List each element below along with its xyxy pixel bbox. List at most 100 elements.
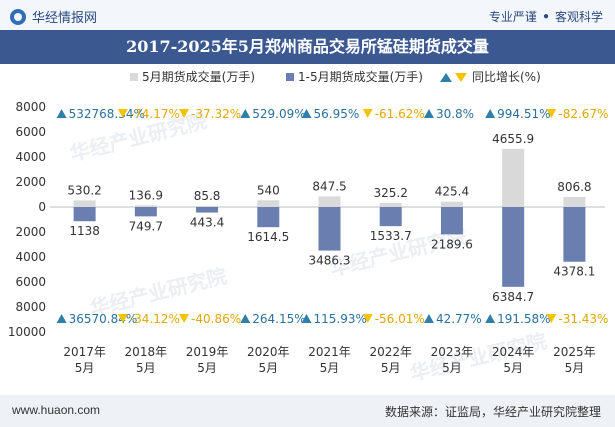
legend-label-growth: 同比增长(%) <box>472 70 541 84</box>
data-label-cumulative: 1533.7 <box>370 229 412 243</box>
growth-up-icon <box>56 109 67 118</box>
bar-month <box>502 148 525 207</box>
data-label-month: 530.2 <box>67 183 101 197</box>
brand-icon <box>10 8 26 25</box>
growth-down-icon <box>362 109 373 118</box>
y-tick-label: 0 <box>38 200 46 214</box>
data-label-month: 136.9 <box>129 188 163 202</box>
legend-label-month: 5月期货成交量(万手) <box>142 69 255 84</box>
growth-up-icon <box>485 314 496 323</box>
growth-up-icon <box>485 109 496 118</box>
x-tick-label: 2022年 5月 <box>369 345 412 375</box>
growth-label-month: 994.51% <box>497 107 550 121</box>
data-label-cumulative: 3486.3 <box>309 254 351 268</box>
growth-down-icon <box>179 109 190 118</box>
growth-label-month: 529.09% <box>252 107 305 121</box>
tag-objective: 客观科学 <box>554 10 603 24</box>
data-label-cumulative: 443.4 <box>190 216 224 230</box>
growth-down-icon <box>546 109 557 118</box>
x-tick-label: 2021年 5月 <box>308 345 351 375</box>
bar-cumulative <box>379 207 402 227</box>
x-tick-label: 2025年 5月 <box>553 345 596 375</box>
bar-cumulative <box>563 207 586 262</box>
y-tick-label: 2000 <box>15 175 46 189</box>
footer-source: 数据来源：证监局，华经产业研究院整理 <box>384 405 601 419</box>
legend-triangle-down-icon <box>455 73 467 82</box>
bar-month <box>563 196 586 207</box>
y-tick-label: 4000 <box>15 150 46 164</box>
data-label-month: 325.2 <box>374 186 408 200</box>
data-label-month: 85.8 <box>194 189 221 203</box>
growth-up-icon <box>301 314 312 323</box>
growth-down-icon <box>117 109 128 118</box>
bar-cumulative <box>440 207 463 235</box>
growth-up-icon <box>423 314 434 323</box>
y-tick-label: 10000 <box>8 325 46 339</box>
bar-cumulative <box>257 207 280 228</box>
tag-professional: 专业严谨 <box>488 10 537 24</box>
growth-up-icon <box>240 314 251 323</box>
separator-dot-icon: ● <box>542 11 549 22</box>
bar-cumulative <box>196 207 219 213</box>
growth-label-cumulative: -31.43% <box>558 312 608 326</box>
data-label-cumulative: 1614.5 <box>247 230 289 244</box>
data-label-month: 425.4 <box>435 185 469 199</box>
growth-label-cumulative: 191.58% <box>497 312 550 326</box>
chart-title: 2017-2025年5月郑州商品交易所锰硅期货成交量 <box>126 37 489 56</box>
x-tick-label: 2019年 5月 <box>186 345 229 375</box>
legend-triangle-up-icon <box>440 73 452 82</box>
brand-logo[interactable]: 华经情报网 <box>10 7 97 26</box>
y-tick-label: 4000 <box>15 250 46 264</box>
legend-label-cumulative: 1-5月期货成交量(万手) <box>298 69 423 84</box>
data-label-month: 847.5 <box>312 179 346 193</box>
footer-bar: www.huaon.com 数据来源：证监局，华经产业研究院整理 <box>0 395 615 427</box>
growth-down-icon <box>179 314 190 323</box>
bar-cumulative <box>502 207 525 287</box>
growth-up-icon <box>423 109 434 118</box>
y-tick-label: 2000 <box>15 225 46 239</box>
growth-label-cumulative: 42.77% <box>436 312 482 326</box>
growth-label-cumulative: 115.93% <box>314 312 367 326</box>
bar-month <box>73 200 96 207</box>
growth-down-icon <box>546 314 557 323</box>
y-tick-label: 6000 <box>15 125 46 139</box>
header-tags: 专业严谨 ● 客观科学 <box>489 8 603 25</box>
growth-label-month: -82.67% <box>558 107 608 121</box>
growth-up-icon <box>301 109 312 118</box>
data-label-month: 806.8 <box>557 180 591 194</box>
bar-month <box>196 205 219 207</box>
growth-label-month: 30.8% <box>436 107 474 121</box>
growth-label-month: 56.95% <box>314 107 360 121</box>
title-bar: 2017-2025年5月郑州商品交易所锰硅期货成交量 <box>0 30 615 64</box>
growth-label-cumulative: -56.01% <box>375 312 425 326</box>
growth-up-icon <box>56 314 67 323</box>
growth-label-month: -37.32% <box>191 107 241 121</box>
data-label-cumulative: 749.7 <box>129 219 163 233</box>
data-label-cumulative: 2189.6 <box>431 237 473 251</box>
y-tick-label: 6000 <box>15 275 46 289</box>
x-tick-label: 2018年 5月 <box>125 345 168 375</box>
bar-cumulative <box>134 207 157 217</box>
data-label-cumulative: 4378.1 <box>553 265 595 279</box>
bar-month <box>440 201 463 207</box>
growth-down-icon <box>117 314 128 323</box>
growth-label-cumulative: 264.15% <box>252 312 305 326</box>
bar-cumulative <box>318 207 341 251</box>
growth-label-cumulative: -34.12% <box>130 312 180 326</box>
x-tick-label: 2023年 5月 <box>431 345 474 375</box>
bar-cumulative <box>73 207 96 222</box>
data-label-cumulative: 1138 <box>69 224 100 238</box>
growth-label-month: -61.62% <box>375 107 425 121</box>
growth-up-icon <box>240 109 251 118</box>
growth-label-cumulative: -40.86% <box>191 312 241 326</box>
x-tick-label: 2020年 5月 <box>247 345 290 375</box>
y-tick-label: 8000 <box>15 300 46 314</box>
legend-swatch-cumulative <box>286 73 294 81</box>
footer-url[interactable]: www.huaon.com <box>12 403 101 417</box>
data-label-cumulative: 6384.7 <box>492 290 534 304</box>
bar-month <box>318 196 341 207</box>
data-label-month: 4655.9 <box>492 132 534 146</box>
bar-month <box>379 202 402 207</box>
bar-month <box>134 205 157 207</box>
